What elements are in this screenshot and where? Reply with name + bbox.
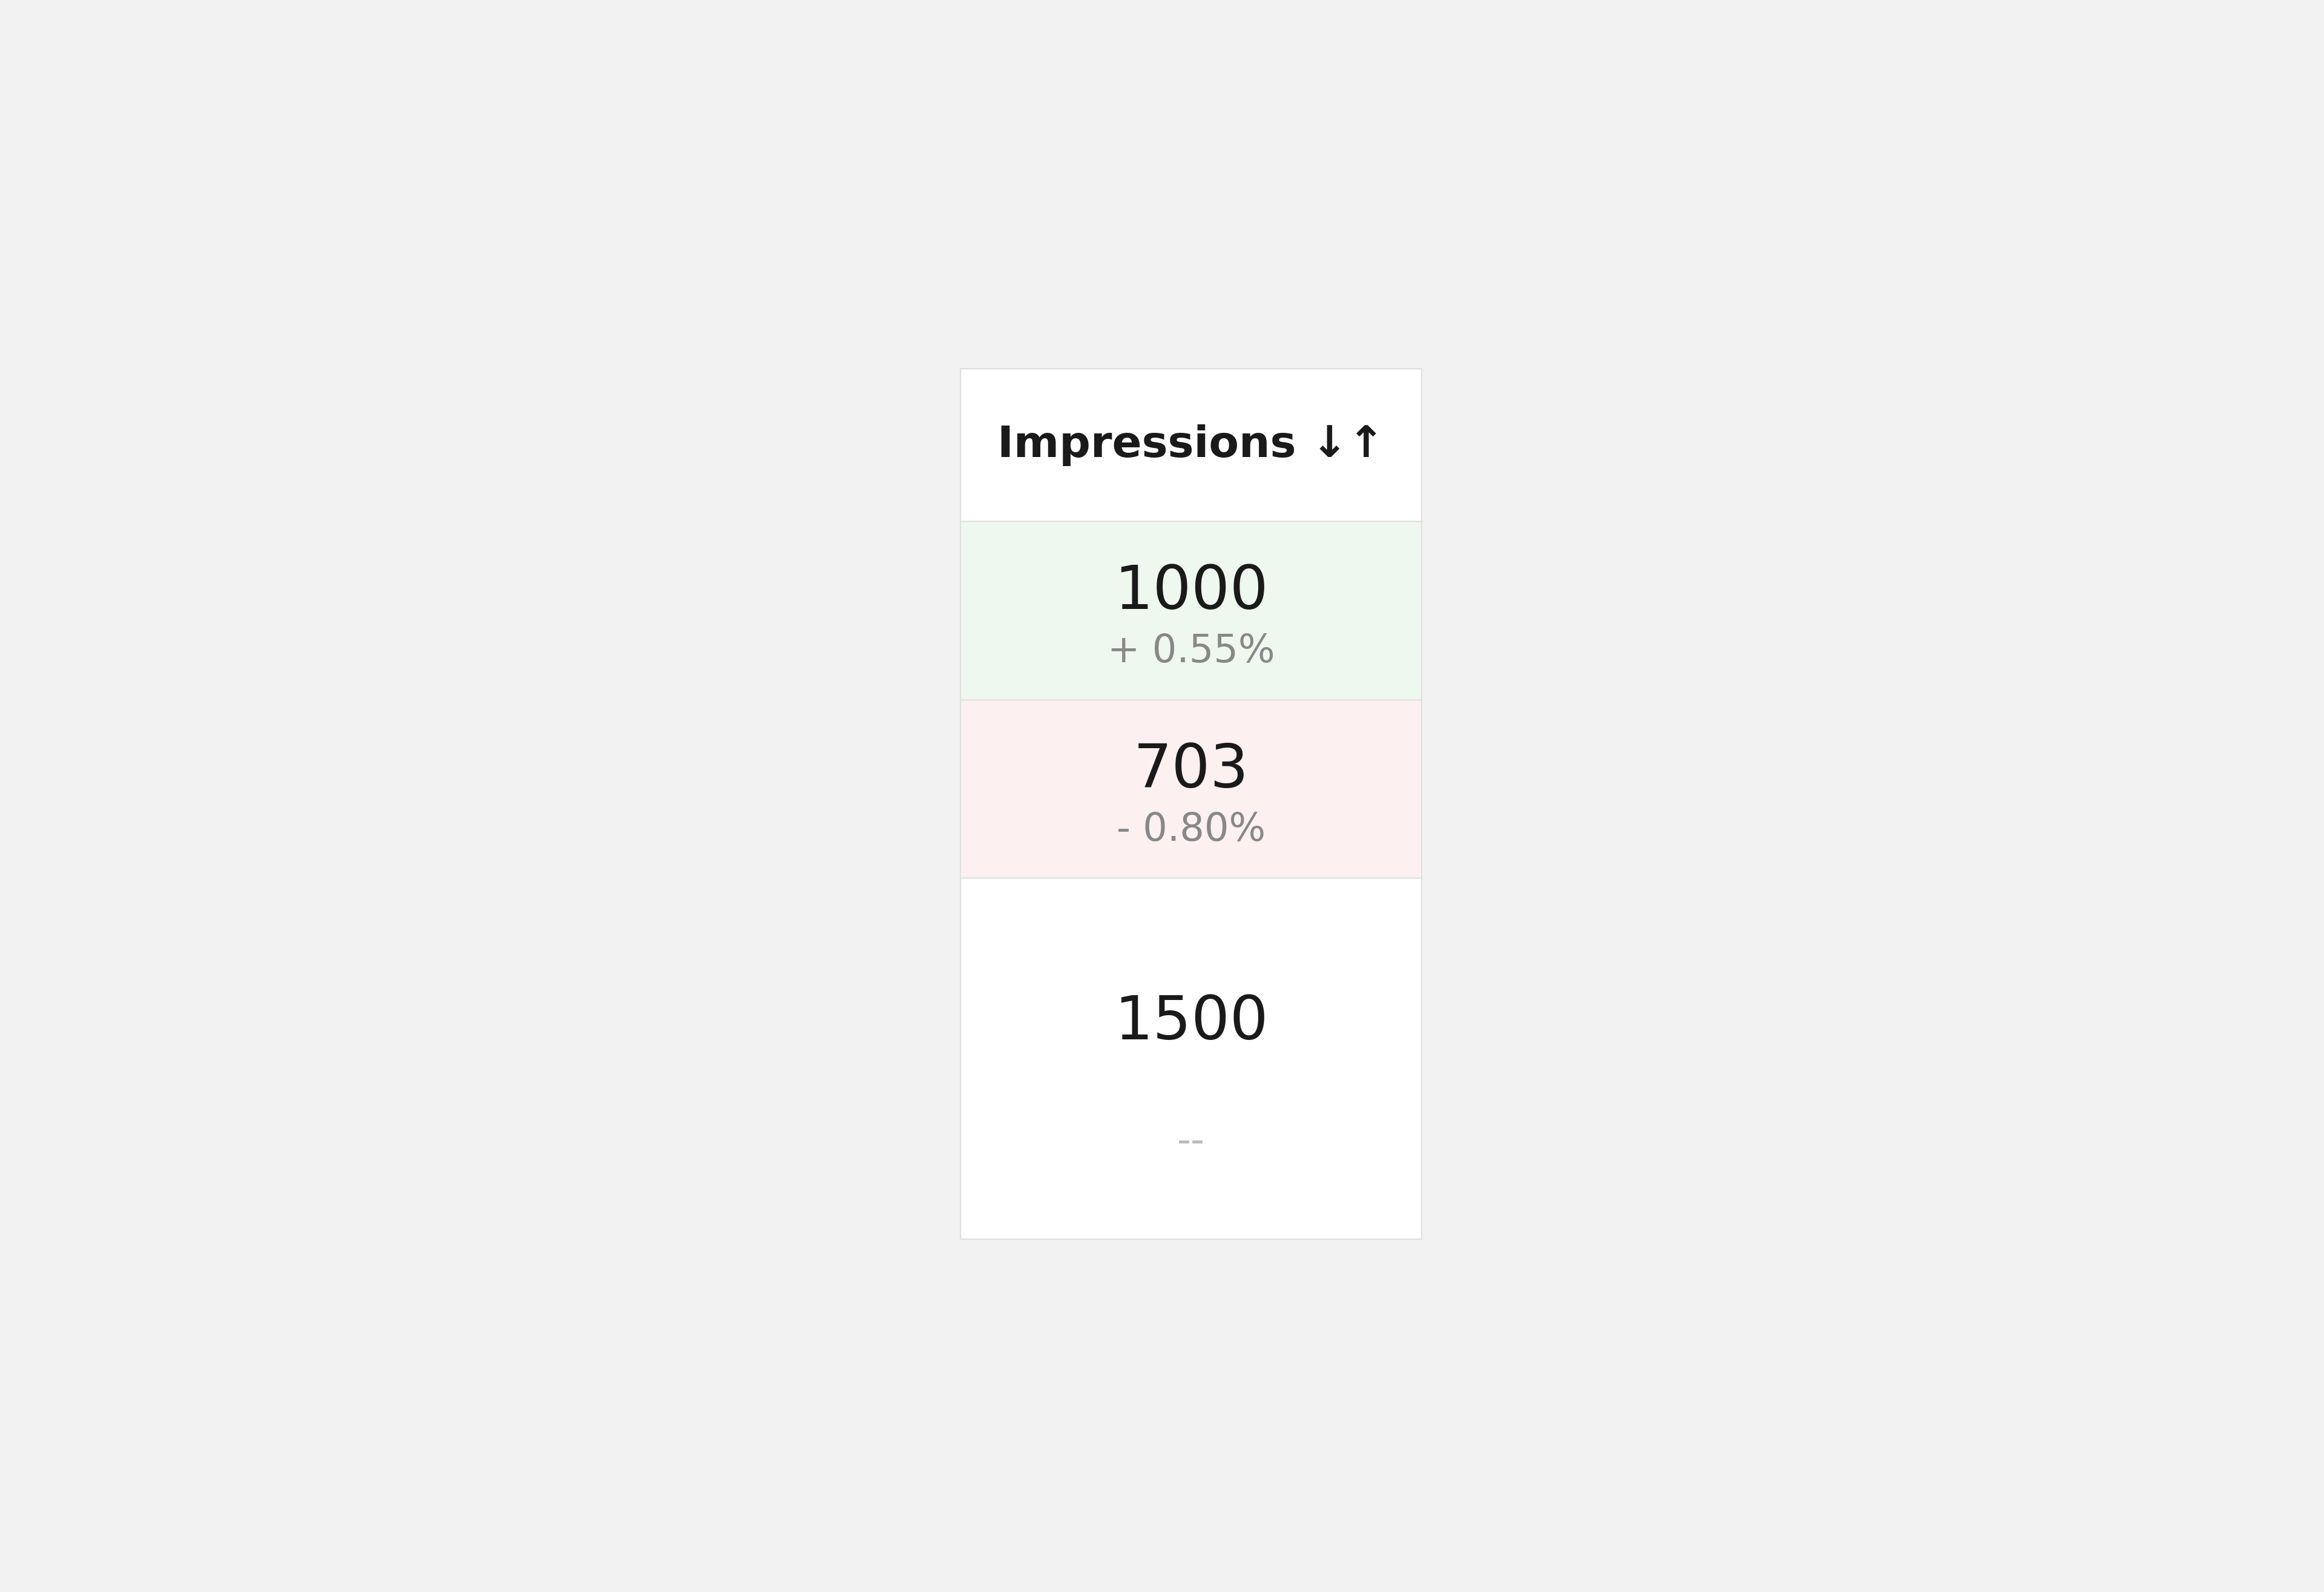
Text: --: --: [1178, 1122, 1204, 1161]
Text: 703: 703: [1134, 742, 1248, 801]
Text: + 0.55%: + 0.55%: [1106, 632, 1276, 670]
FancyBboxPatch shape: [960, 521, 1422, 699]
FancyBboxPatch shape: [960, 369, 1422, 521]
FancyBboxPatch shape: [960, 369, 1422, 1239]
FancyBboxPatch shape: [960, 877, 1422, 1239]
Text: Impressions ↓↑: Impressions ↓↑: [997, 423, 1385, 466]
Text: 1000: 1000: [1113, 564, 1269, 622]
Text: 1500: 1500: [1113, 993, 1269, 1052]
FancyBboxPatch shape: [960, 699, 1422, 877]
Text: - 0.80%: - 0.80%: [1116, 810, 1267, 849]
